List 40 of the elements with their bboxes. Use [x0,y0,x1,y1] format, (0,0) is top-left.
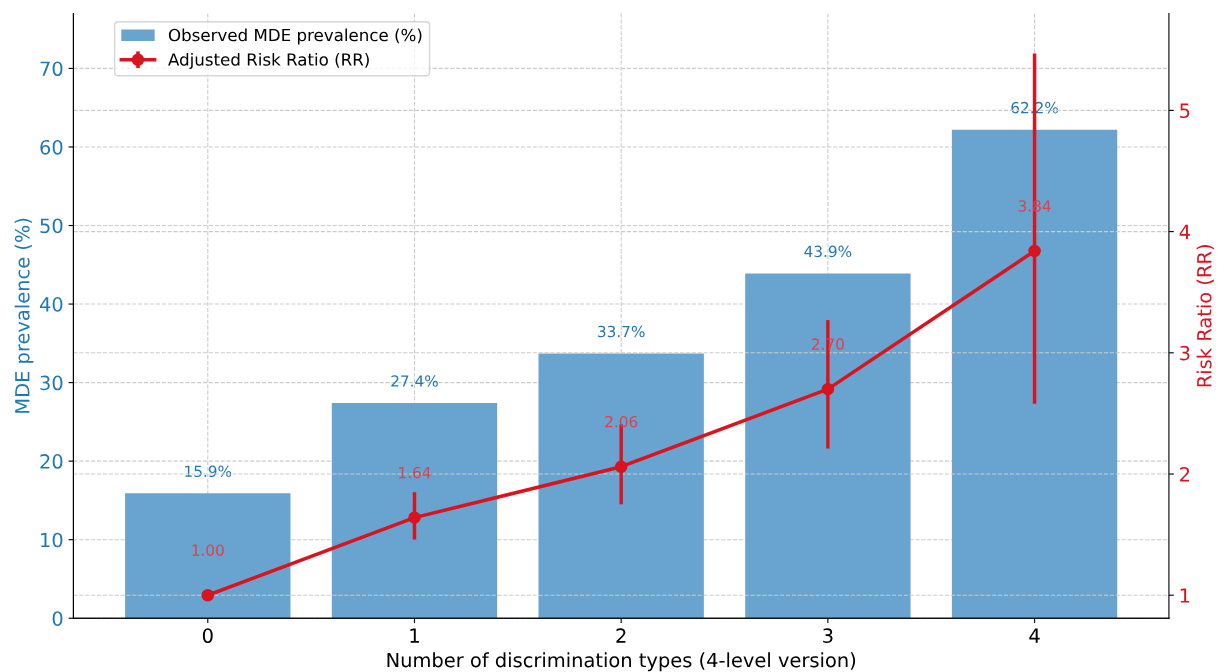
data-label: 1.64 [399,466,431,479]
y-tick-label: 50 [40,218,63,234]
y-axis-title: MDE prevalence (%) [14,218,34,413]
x-tick-label: 4 [1029,628,1040,643]
bar [331,403,498,619]
x-tick-label: 3 [823,628,833,644]
legend-label: Adjusted Risk Ratio (RR) [168,52,369,70]
bar [125,493,291,619]
bar [951,129,1118,619]
y-tick-label: 30 [40,375,63,391]
y-tick-label: 20 [40,454,63,469]
data-label: 1.00 [192,544,224,556]
bar [745,273,911,619]
y-tick-label: 10 [41,532,63,548]
y-tick-label: 0 [52,611,63,626]
y-tick-label: 70 [40,61,63,77]
y2-tick-label: 2 [1180,466,1190,482]
x-tick-label: 2 [616,628,626,643]
y2-tick-label: 1 [1180,588,1190,603]
point [821,382,835,396]
point [614,460,628,473]
point [201,588,215,602]
legend-label: Observed MDE prevalence (%) [168,28,422,45]
data-label: 15.9% [185,465,232,478]
y2-axis-title: Risk Ratio (RR) [1196,245,1214,387]
y2-tick-label: 5 [1180,103,1190,119]
x-tick-label: 0 [202,628,213,644]
y2-tick-label: 4 [1179,224,1190,239]
point [1028,244,1041,258]
y-tick-label: 60 [40,139,63,155]
x-axis-title: Number of discrimination types (4-level version) [387,652,856,672]
bar [538,353,704,619]
data-label: 43.9% [804,245,852,258]
data-label: 27.4% [391,375,438,387]
y-tick-label: 40 [39,297,63,312]
data-label: 33.7% [598,325,645,338]
point [408,511,421,524]
x-tick-label: 1 [410,628,419,643]
data-label: 2.06 [605,415,638,428]
y2-tick-label: 3 [1180,345,1190,361]
